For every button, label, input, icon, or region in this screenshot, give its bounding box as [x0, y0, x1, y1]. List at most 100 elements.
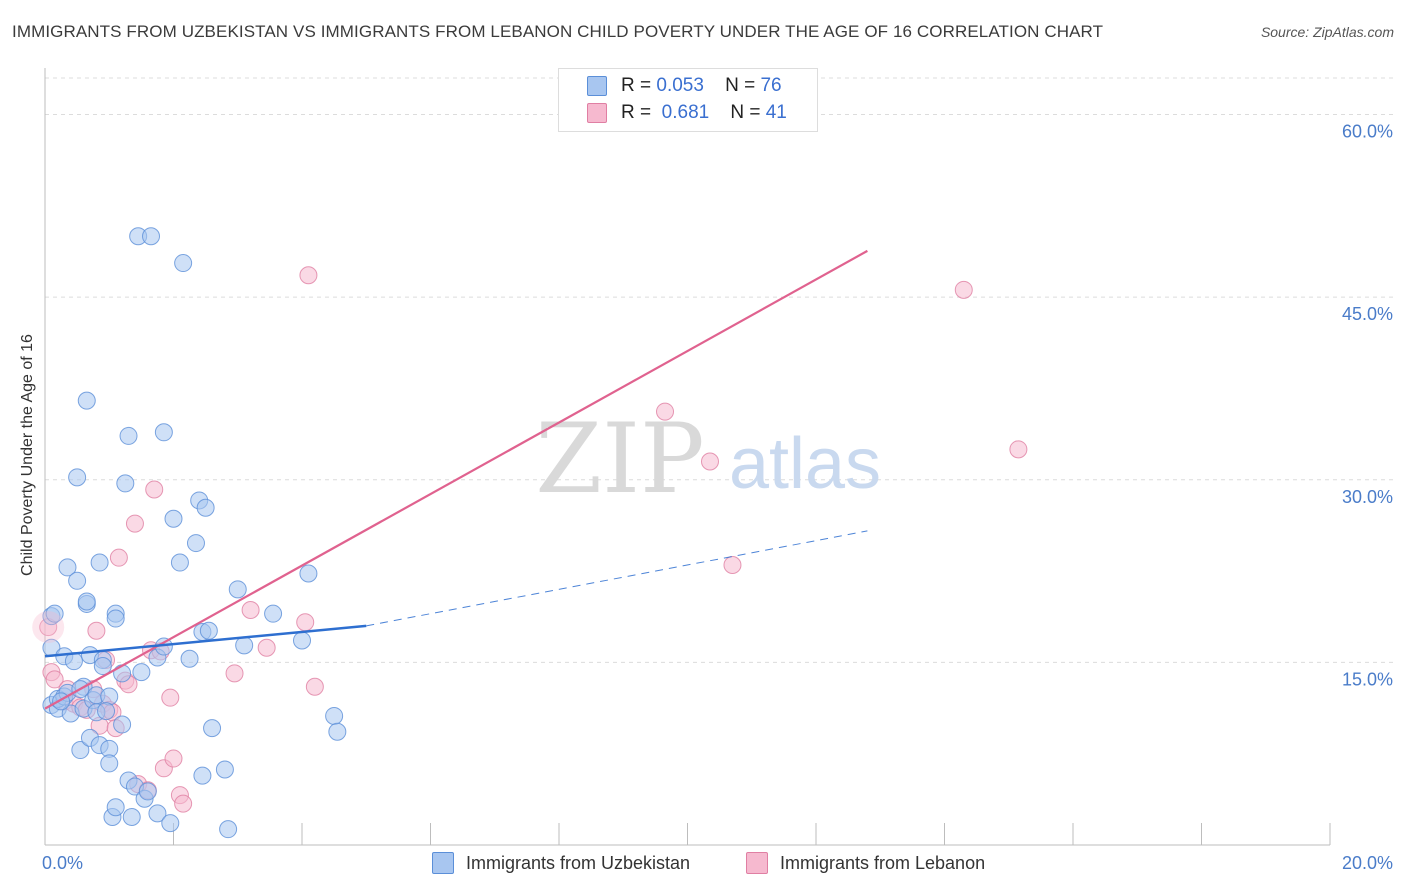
point-lebanon [257, 638, 276, 657]
point-lebanon [296, 613, 315, 632]
point-uzbekistan [68, 468, 87, 487]
y-tick-label: 15.0% [1342, 669, 1393, 689]
y-tick-label: 60.0% [1342, 122, 1393, 142]
point-uzbekistan [154, 423, 173, 442]
point-uzbekistan [77, 592, 96, 611]
point-uzbekistan [132, 663, 151, 682]
tick-labels: 15.0% 30.0% 45.0% 60.0% 0.0% 20.0% [42, 122, 1393, 873]
point-uzbekistan [193, 766, 212, 785]
point-lebanon [656, 402, 675, 421]
point-lebanon [87, 621, 106, 640]
point-uzbekistan [68, 571, 87, 590]
legend-n-label: N = [730, 102, 761, 123]
point-lebanon [1009, 440, 1028, 459]
point-uzbekistan [113, 664, 132, 683]
point-lebanon [161, 688, 180, 707]
x-tick-label: 20.0% [1342, 853, 1393, 873]
point-lebanon [241, 601, 260, 620]
legend-item-lebanon: Immigrants from Lebanon [746, 852, 985, 874]
point-uzbekistan [215, 760, 234, 779]
data-points [32, 227, 1028, 839]
watermark: ZIP atlas [535, 403, 881, 515]
trend-lines [44, 249, 868, 710]
point-uzbekistan [325, 706, 344, 725]
correlation-legend: R = 0.053 N = 76 R = 0.681 N = 41 [558, 68, 818, 132]
legend-n-label: N = [725, 75, 756, 96]
legend-label-lebanon: Immigrants from Lebanon [780, 852, 986, 873]
legend-n-value: 41 [765, 102, 787, 123]
point-lebanon [164, 749, 183, 768]
point-uzbekistan [100, 687, 119, 706]
y-tick-label: 30.0% [1342, 487, 1393, 507]
point-uzbekistan [219, 820, 238, 839]
point-uzbekistan [77, 391, 96, 410]
legend-swatch-uzbekistan [432, 852, 454, 874]
point-uzbekistan [203, 719, 222, 738]
axes [44, 68, 1331, 846]
point-uzbekistan [264, 604, 283, 623]
point-uzbekistan [116, 474, 135, 493]
point-lebanon [700, 452, 719, 471]
point-uzbekistan [119, 426, 138, 445]
legend-r-value: 0.053 [656, 75, 704, 96]
point-lebanon [305, 677, 324, 696]
legend-swatch-lebanon [587, 103, 607, 123]
point-uzbekistan [142, 227, 161, 246]
watermark-zip: ZIP [535, 403, 704, 515]
point-uzbekistan [164, 509, 183, 528]
point-lebanon [45, 670, 64, 689]
legend-r-label: R = [621, 75, 652, 96]
chart-title: IMMIGRANTS FROM UZBEKISTAN VS IMMIGRANTS… [12, 22, 1104, 41]
legend-row-uzbekistan: R = 0.053 N = 76 [587, 74, 782, 98]
point-uzbekistan [235, 636, 254, 655]
trend-line-lebanon [44, 249, 868, 710]
point-uzbekistan [93, 657, 112, 676]
legend-row-lebanon: R = 0.681 N = 41 [587, 101, 787, 125]
point-uzbekistan [138, 782, 157, 801]
point-uzbekistan [58, 558, 77, 577]
legend-r-label: R = [621, 102, 652, 123]
trend-line-uzbekistan-extension [366, 530, 868, 627]
point-uzbekistan [174, 254, 193, 273]
series-legend: Immigrants from Uzbekistan Immigrants fr… [0, 850, 1406, 878]
point-uzbekistan [293, 631, 311, 650]
point-uzbekistan [299, 564, 318, 583]
legend-n-value: 76 [760, 75, 782, 96]
point-lebanon-large [32, 611, 65, 644]
legend-label-uzbekistan: Immigrants from Uzbekistan [466, 852, 691, 873]
point-lebanon [174, 794, 193, 813]
legend-swatch-lebanon [746, 852, 768, 874]
point-uzbekistan [71, 741, 90, 760]
point-uzbekistan [170, 553, 189, 572]
watermark-atlas: atlas [729, 424, 881, 504]
point-lebanon [723, 555, 742, 574]
point-uzbekistan [106, 609, 125, 628]
point-uzbekistan [196, 498, 215, 517]
x-tick-label: 0.0% [42, 853, 83, 873]
legend-swatch-uzbekistan [587, 76, 607, 96]
point-lebanon [145, 480, 164, 499]
point-uzbekistan [199, 621, 218, 640]
point-uzbekistan [186, 534, 205, 553]
point-uzbekistan [45, 604, 64, 623]
point-lebanon [225, 664, 244, 683]
point-lebanon [299, 266, 318, 285]
point-lebanon [109, 548, 128, 567]
point-uzbekistan [328, 722, 347, 741]
point-uzbekistan [90, 553, 109, 572]
legend-r-value: 0.681 [661, 102, 710, 123]
point-uzbekistan [97, 702, 116, 721]
point-uzbekistan [148, 804, 167, 823]
point-uzbekistan [122, 807, 141, 826]
point-uzbekistan [180, 649, 199, 668]
point-uzbekistan [106, 798, 125, 817]
point-lebanon [125, 514, 144, 533]
source-label: Source: ZipAtlas.com [1260, 24, 1394, 40]
point-uzbekistan [100, 754, 119, 773]
gridlines [45, 77, 1395, 663]
point-uzbekistan [228, 580, 247, 599]
point-lebanon [954, 280, 973, 299]
point-uzbekistan [161, 814, 180, 833]
legend-item-uzbekistan: Immigrants from Uzbekistan [432, 852, 690, 874]
